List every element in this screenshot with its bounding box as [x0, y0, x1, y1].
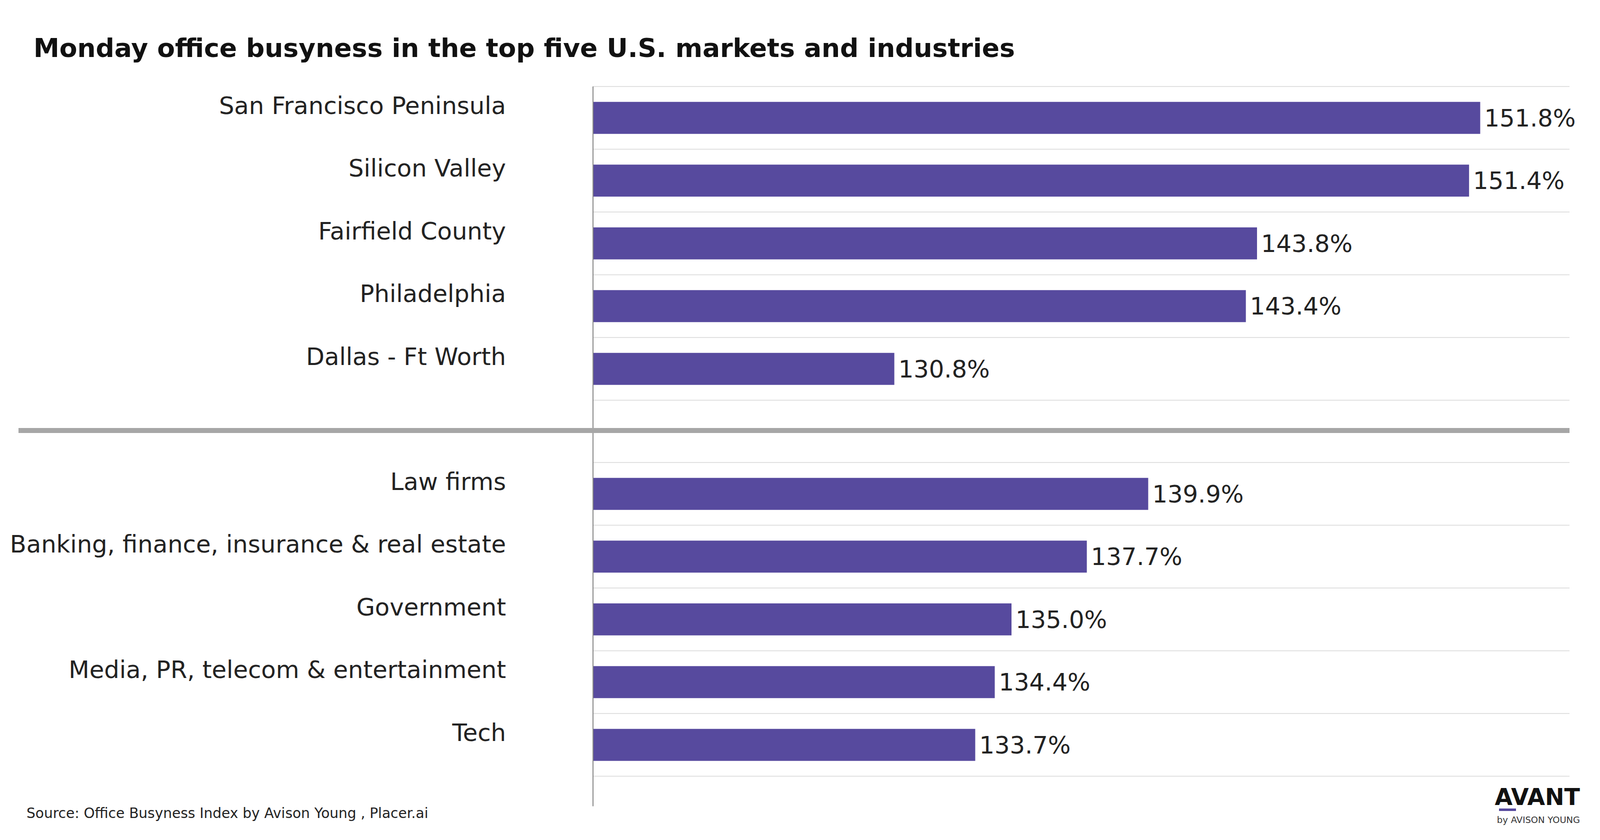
bar — [593, 290, 1246, 322]
category-label: Fairfield County — [318, 217, 506, 245]
bar — [593, 353, 895, 385]
category-label: Government — [356, 593, 506, 621]
bar — [593, 540, 1087, 573]
row-gridline — [593, 462, 1570, 463]
data-label: 139.9% — [1152, 480, 1244, 508]
row-gridline — [593, 587, 1570, 589]
data-label: 137.7% — [1091, 542, 1183, 571]
category-label: Dallas - Ft Worth — [306, 342, 506, 371]
axis-line — [592, 86, 594, 435]
bar — [593, 164, 1469, 197]
bar — [593, 478, 1148, 510]
row-gridline — [593, 274, 1570, 276]
axis-line — [592, 427, 594, 807]
bar — [593, 666, 995, 698]
title: Monday office busyness in the top five U… — [33, 33, 1015, 63]
brand: AVANT — [1495, 783, 1581, 811]
row-gridline — [593, 211, 1570, 213]
group-separator — [18, 428, 1570, 433]
row-gridline — [593, 86, 1570, 87]
background — [0, 0, 1600, 840]
source: Source: Office Busyness Index by Avison … — [26, 805, 428, 822]
data-label: 143.4% — [1250, 292, 1342, 320]
bars — [593, 478, 1148, 761]
bar — [593, 729, 975, 761]
row-gridline — [593, 525, 1570, 526]
data-label: 133.7% — [979, 731, 1071, 759]
bars — [593, 102, 1480, 385]
category-label: Banking, finance, insurance & real estat… — [10, 530, 506, 558]
category-label: Media, PR, telecom & entertainment — [68, 655, 506, 684]
bar — [593, 227, 1257, 260]
data-label: 151.4% — [1473, 166, 1565, 195]
data-label: 143.8% — [1261, 229, 1353, 258]
brand-sub: by AVISON YOUNG — [1497, 814, 1580, 825]
category-label: San Francisco Peninsula — [219, 91, 506, 120]
data-label: 151.8% — [1484, 104, 1576, 132]
bar — [593, 102, 1480, 134]
row-gridline — [593, 337, 1570, 338]
data-label: 130.8% — [898, 355, 990, 383]
row-gridline — [593, 400, 1570, 401]
row-gridline — [593, 650, 1570, 652]
chart-root: Monday office busyness in the top five U… — [0, 0, 1600, 840]
data-label: 135.0% — [1015, 605, 1107, 634]
bar — [593, 603, 1012, 636]
category-label: Silicon Valley — [348, 154, 506, 182]
brand-accent — [1499, 808, 1516, 811]
category-label: Philadelphia — [360, 279, 506, 308]
row-gridline — [593, 713, 1570, 714]
category-label: Law firms — [390, 467, 506, 496]
row-gridline — [593, 776, 1570, 777]
data-label: 134.4% — [999, 668, 1091, 696]
row-gridline — [593, 149, 1570, 150]
category-label: Tech — [451, 718, 506, 747]
